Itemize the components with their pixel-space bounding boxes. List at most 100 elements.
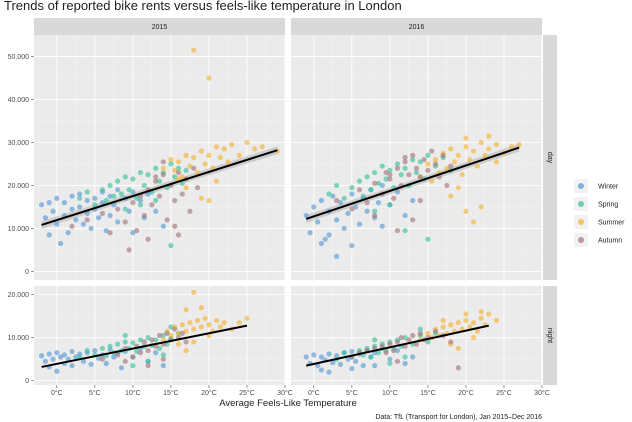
- data-point-autumn: [84, 217, 90, 223]
- data-point-winter: [73, 217, 79, 223]
- data-point-winter: [77, 204, 83, 210]
- data-point-autumn: [425, 167, 431, 173]
- data-point-spring: [168, 161, 174, 167]
- data-point-summer: [183, 307, 189, 313]
- data-point-winter: [345, 210, 351, 216]
- data-point-winter: [42, 358, 49, 364]
- data-point-autumn: [172, 223, 178, 229]
- x-tick-label: 30°C: [534, 389, 550, 397]
- data-point-autumn: [417, 330, 423, 336]
- data-point-spring: [137, 169, 144, 176]
- data-point-spring: [111, 193, 117, 199]
- data-point-winter: [107, 193, 113, 199]
- data-point-spring: [413, 169, 420, 176]
- data-point-summer: [478, 204, 484, 210]
- data-point-winter: [153, 350, 159, 356]
- data-point-summer: [168, 332, 174, 339]
- data-point-summer: [183, 328, 189, 334]
- data-point-spring: [402, 335, 408, 341]
- data-point-autumn: [145, 347, 151, 354]
- data-point-summer: [236, 152, 242, 158]
- data-point-spring: [130, 340, 136, 346]
- data-point-spring: [115, 341, 121, 347]
- data-point-summer: [470, 335, 477, 341]
- data-point-spring: [107, 182, 113, 189]
- data-point-spring: [153, 165, 159, 171]
- data-point-summer: [463, 135, 469, 141]
- data-point-winter: [137, 197, 144, 204]
- data-point-winter: [326, 351, 332, 357]
- data-point-autumn: [402, 154, 408, 161]
- data-point-autumn: [122, 358, 128, 364]
- data-point-summer: [160, 337, 166, 343]
- data-point-winter: [69, 348, 75, 355]
- data-point-winter: [337, 200, 344, 206]
- data-point-autumn: [130, 354, 136, 360]
- data-point-summer: [221, 319, 227, 326]
- data-point-winter: [92, 347, 98, 354]
- data-point-autumn: [141, 212, 147, 219]
- data-point-summer: [425, 330, 431, 336]
- x-tick-label: 30°C: [277, 389, 293, 397]
- data-point-summer: [463, 317, 469, 324]
- strip-day: [543, 35, 557, 280]
- data-point-winter: [58, 240, 64, 247]
- data-point-winter: [130, 189, 136, 195]
- data-point-autumn: [145, 236, 151, 242]
- data-point-summer: [206, 197, 212, 204]
- data-point-autumn: [69, 223, 75, 229]
- data-point-spring: [118, 191, 125, 197]
- data-point-spring: [145, 358, 151, 364]
- data-point-winter: [160, 223, 166, 229]
- data-point-winter: [402, 212, 408, 219]
- data-point-spring: [134, 195, 140, 201]
- data-point-summer: [244, 315, 250, 321]
- trend-line-2016-day: [305, 146, 520, 220]
- data-point-spring: [122, 206, 128, 212]
- data-point-spring: [137, 202, 144, 208]
- data-point-summer: [175, 330, 182, 336]
- data-point-summer: [194, 317, 201, 324]
- x-tick-label: 15°C: [420, 389, 436, 397]
- y-tick-label: 20.000: [8, 292, 30, 299]
- data-point-winter: [326, 369, 332, 375]
- data-point-summer: [451, 159, 458, 165]
- data-point-winter: [345, 356, 351, 362]
- data-point-winter: [356, 221, 363, 227]
- data-point-winter: [410, 354, 416, 360]
- data-point-autumn: [153, 174, 159, 180]
- data-point-winter: [311, 352, 317, 358]
- data-point-autumn: [145, 363, 151, 369]
- data-point-autumn: [183, 339, 189, 345]
- data-point-spring: [92, 202, 98, 208]
- data-point-autumn: [417, 197, 423, 204]
- x-tick-label: 10°C: [382, 389, 398, 397]
- x-tick-label: 20°C: [458, 389, 474, 397]
- data-point-winter: [50, 356, 56, 362]
- data-point-autumn: [429, 148, 435, 154]
- data-point-autumn: [149, 202, 155, 208]
- data-point-spring: [410, 157, 416, 163]
- data-point-spring: [372, 337, 378, 343]
- data-point-summer: [440, 317, 446, 324]
- data-point-spring: [172, 174, 178, 180]
- data-point-winter: [103, 227, 109, 234]
- data-point-summer: [198, 324, 204, 330]
- legend-key-autumn: [578, 237, 584, 243]
- data-point-spring: [122, 339, 128, 345]
- data-point-summer: [478, 139, 484, 146]
- data-point-winter: [69, 363, 75, 369]
- data-point-spring: [99, 187, 106, 193]
- data-point-spring: [425, 236, 431, 242]
- data-point-winter: [326, 232, 332, 238]
- y-tick-label: 0: [25, 269, 29, 276]
- data-point-summer: [440, 324, 446, 330]
- data-point-summer: [455, 345, 461, 352]
- data-point-winter: [402, 360, 408, 367]
- data-point-autumn: [372, 180, 378, 186]
- data-point-autumn: [391, 195, 397, 201]
- data-point-summer: [474, 328, 480, 334]
- data-point-winter: [303, 354, 309, 360]
- data-point-spring: [398, 172, 404, 178]
